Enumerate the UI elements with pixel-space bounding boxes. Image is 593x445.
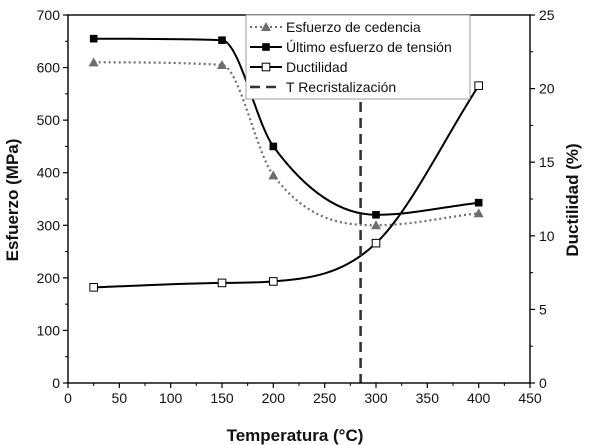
series-2-point-3 bbox=[269, 142, 278, 151]
legend-label-4: T Recristalización bbox=[286, 79, 396, 95]
y-tick-label-1: 0 bbox=[52, 375, 60, 391]
legend-marker-2 bbox=[262, 43, 270, 51]
y-tick-label-8: 700 bbox=[37, 7, 61, 23]
y2-tick-label-2: 5 bbox=[539, 301, 547, 317]
legend-label-3: Ductilidad bbox=[286, 59, 347, 75]
x-axis-title: Temperatura (°C) bbox=[227, 426, 364, 445]
y2-tick-label-4: 15 bbox=[539, 154, 555, 170]
series-3-point-3 bbox=[269, 277, 278, 286]
series-1-point-4 bbox=[371, 220, 381, 230]
series-2-point-2 bbox=[218, 36, 226, 45]
series-2-point-1 bbox=[89, 34, 98, 43]
y-tick-label-7: 600 bbox=[37, 60, 61, 76]
legend-marker-3 bbox=[261, 62, 271, 72]
series-1-point-3 bbox=[268, 170, 279, 180]
legend-marker-1 bbox=[261, 22, 271, 31]
x-tick-label-9: 400 bbox=[467, 390, 491, 406]
x-tick-label-2: 50 bbox=[112, 390, 128, 406]
x-tick-label-1: 0 bbox=[64, 390, 72, 406]
legend-box bbox=[245, 14, 471, 100]
x-tick-label-4: 150 bbox=[210, 390, 234, 406]
series-3-point-1 bbox=[89, 283, 98, 292]
series-3-point-2 bbox=[217, 278, 227, 288]
series-1-point-2 bbox=[217, 59, 227, 69]
y2-tick-label-1: 0 bbox=[539, 375, 547, 391]
y2-tick-label-6: 25 bbox=[539, 7, 555, 23]
y-tick-label-6: 500 bbox=[37, 112, 61, 128]
y-tick-label-4: 300 bbox=[37, 217, 61, 233]
series-2-point-4 bbox=[372, 210, 380, 219]
legend: Esfuerzo de cedencia Último esfuerzo de t… bbox=[245, 14, 471, 100]
y-tick-label-3: 200 bbox=[37, 270, 61, 286]
axes: 0 50 100 150 200 250 300 350 400 4500100200300400… bbox=[37, 7, 555, 406]
y-tick-label-5: 400 bbox=[37, 165, 61, 181]
x-tick-label-6: 250 bbox=[313, 390, 337, 406]
series-2-point-5 bbox=[474, 198, 483, 207]
series-3-point-4 bbox=[371, 238, 381, 248]
x-tick-label-3: 100 bbox=[159, 390, 183, 406]
legend-label-2: Último esfuerzo de tensión bbox=[286, 39, 452, 55]
x-tick-label-5: 200 bbox=[262, 390, 286, 406]
y2-tick-label-5: 20 bbox=[539, 81, 555, 97]
series-1-point-1 bbox=[88, 57, 99, 67]
y2-tick-label-3: 10 bbox=[539, 228, 555, 244]
series-1-point-5 bbox=[473, 208, 484, 218]
legend-label-1: Esfuerzo de cedencia bbox=[286, 19, 421, 35]
y-axis-title: Esfuerzo (MPa) bbox=[3, 139, 22, 262]
x-tick-label-7: 300 bbox=[364, 390, 388, 406]
series-3-point-5 bbox=[474, 81, 483, 90]
plot-area bbox=[88, 22, 484, 383]
x-tick-label-10: 450 bbox=[518, 390, 542, 406]
y2-axis-title: Ductilidad (%) bbox=[563, 143, 582, 256]
x-tick-label-8: 350 bbox=[416, 390, 440, 406]
y-tick-label-2: 100 bbox=[37, 322, 61, 338]
series-line-3 bbox=[93, 85, 480, 289]
